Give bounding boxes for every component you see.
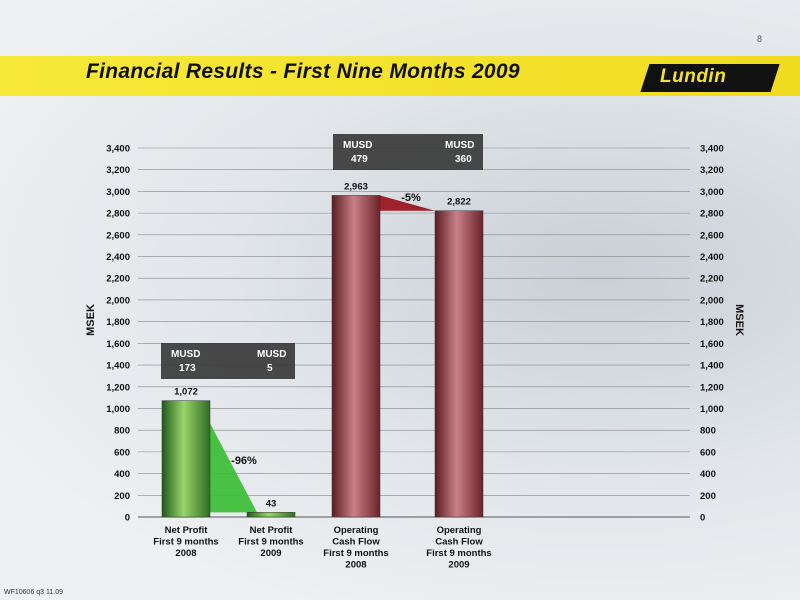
musd-value: 173: [179, 363, 196, 374]
y-tick-label: 2,000: [106, 295, 130, 306]
y-tick-label: 3,000: [700, 187, 724, 198]
y-tick-label: 3,400: [700, 144, 724, 155]
y-tick-label: 3,400: [106, 144, 130, 155]
page-title: Financial Results - First Nine Months 20…: [86, 60, 520, 83]
bar: [246, 512, 296, 518]
musd-value: 5: [267, 363, 273, 374]
x-tick-label: 2008: [345, 560, 366, 571]
x-tick-label: First 9 months: [238, 537, 303, 548]
musd-label: MUSD: [257, 349, 286, 360]
y-tick-label: 800: [114, 426, 130, 437]
musd-value: 479: [351, 154, 368, 165]
y-axis-label-left: MSEK: [85, 304, 97, 336]
y-tick-label: 2,400: [700, 252, 724, 263]
y-tick-label: 600: [700, 447, 716, 458]
y-axis-right: 0 200 400 600 800 1,000 1,200 1,400 1,600 1,800 2,…: [700, 144, 724, 524]
footer-code: WF10606 q3 11.09: [4, 589, 64, 596]
y-tick-label: 1,400: [700, 361, 724, 372]
musd-boxes: MUSD 173 MUSD 5 MUSD 479 MUSD 360: [161, 134, 483, 379]
y-tick-label: 2,800: [106, 209, 130, 220]
data-label: 1,072: [174, 387, 198, 398]
bar: [331, 195, 381, 518]
y-tick-label: 200: [700, 491, 716, 502]
y-tick-label: 0: [125, 513, 130, 524]
bar: [434, 210, 484, 518]
page-number: 8: [756, 34, 762, 44]
y-tick-label: 2,600: [700, 230, 724, 241]
x-tick-label: 2008: [175, 548, 196, 559]
y-tick-label: 1,000: [106, 404, 130, 415]
bars: 1,072 43 2,963 2,822: [161, 181, 484, 518]
decline-wedge: [198, 400, 257, 513]
y-tick-label: 400: [700, 469, 716, 480]
change-percent-label: -96%: [231, 455, 257, 467]
x-tick-label: 2009: [260, 548, 281, 559]
y-tick-label: 3,200: [700, 165, 724, 176]
y-tick-label: 1,800: [700, 317, 724, 328]
musd-value: 360: [455, 154, 472, 165]
bar: [161, 400, 211, 518]
y-axis-left: 0 200 400 600 800 1,000 1,200 1,400 1,600 1,800 2,…: [106, 144, 130, 524]
y-tick-label: 1,000: [700, 404, 724, 415]
x-tick-label: Operating: [437, 525, 482, 536]
y-tick-label: 2,600: [106, 230, 130, 241]
y-tick-label: 3,200: [106, 165, 130, 176]
y-tick-label: 400: [114, 469, 130, 480]
y-tick-label: 800: [700, 426, 716, 437]
y-tick-label: 1,800: [106, 317, 130, 328]
x-tick-label: Net Profit: [165, 525, 209, 536]
decline-wedge: [380, 195, 435, 211]
logo-text: Lundin: [660, 66, 727, 87]
data-label: 2,963: [344, 181, 368, 192]
y-tick-label: 0: [700, 513, 705, 524]
y-tick-label: 2,000: [700, 295, 724, 306]
x-tick-label: Cash Flow: [332, 537, 380, 548]
y-tick-label: 2,400: [106, 252, 130, 263]
y-tick-label: 2,800: [700, 209, 724, 220]
x-tick-label: First 9 months: [323, 548, 388, 559]
change-percent-label: -5%: [401, 192, 421, 204]
y-axis-label-right: MSEK: [733, 304, 745, 336]
musd-label: MUSD: [171, 349, 200, 360]
y-tick-label: 1,400: [106, 361, 130, 372]
x-tick-label: Net Profit: [250, 525, 294, 536]
data-label: 2,822: [447, 197, 471, 208]
musd-box: [333, 134, 483, 170]
x-tick-label: 2009: [448, 560, 469, 571]
y-tick-label: 2,200: [700, 274, 724, 285]
y-tick-label: 2,200: [106, 274, 130, 285]
x-tick-label: Operating: [334, 525, 379, 536]
musd-label: MUSD: [445, 140, 474, 151]
y-tick-label: 1,600: [106, 339, 130, 350]
x-tick-label: Cash Flow: [435, 537, 483, 548]
y-tick-label: 3,000: [106, 187, 130, 198]
y-tick-label: 600: [114, 447, 130, 458]
data-label: 43: [266, 498, 277, 509]
y-tick-label: 200: [114, 491, 130, 502]
x-tick-label: First 9 months: [426, 548, 491, 559]
y-tick-label: 1,200: [700, 382, 724, 393]
y-tick-label: 1,200: [106, 382, 130, 393]
y-tick-label: 1,600: [700, 339, 724, 350]
musd-label: MUSD: [343, 140, 372, 151]
musd-box: [161, 343, 295, 379]
change-indicators: -96% -5%: [198, 192, 435, 513]
x-tick-label: First 9 months: [153, 537, 218, 548]
